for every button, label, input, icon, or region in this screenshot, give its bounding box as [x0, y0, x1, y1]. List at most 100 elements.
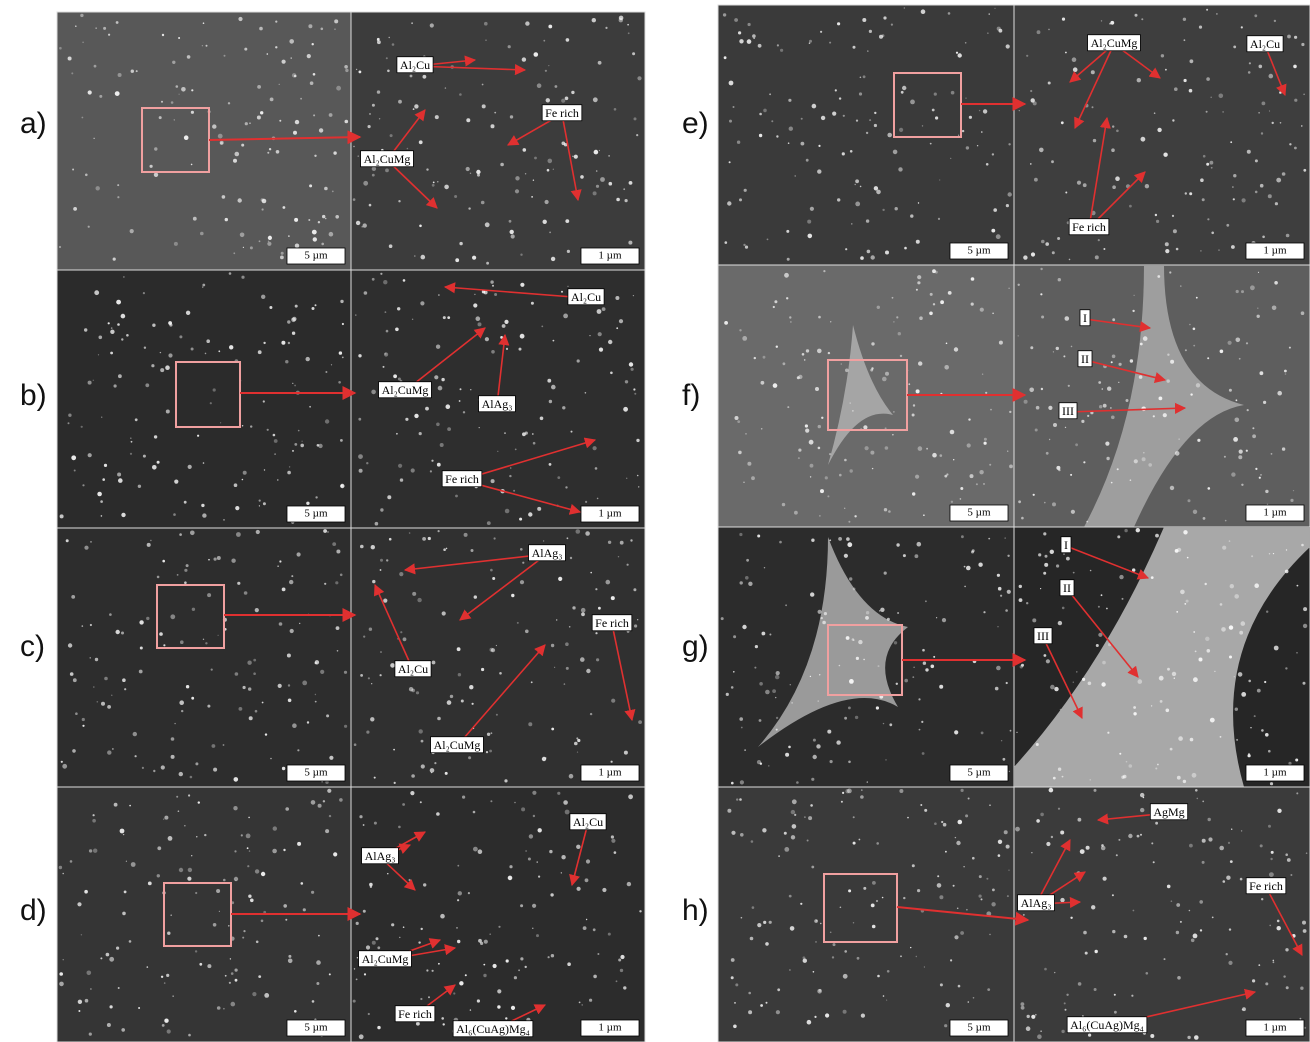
particle — [848, 889, 851, 892]
micrograph — [57, 528, 351, 787]
particle — [1135, 14, 1138, 17]
particle — [454, 195, 457, 198]
particle — [99, 336, 103, 340]
particle — [71, 72, 73, 74]
particle — [1233, 198, 1235, 200]
particle — [482, 104, 486, 108]
particle — [1043, 532, 1046, 535]
annotation-label: II — [1081, 352, 1089, 366]
particle — [610, 372, 613, 375]
particle — [998, 854, 1001, 857]
particle — [485, 40, 486, 41]
particle — [247, 847, 249, 849]
particle — [1189, 192, 1192, 195]
particle — [1160, 700, 1163, 703]
particle — [1257, 308, 1258, 309]
particle — [186, 311, 190, 315]
particle — [164, 1019, 168, 1023]
particle — [550, 893, 553, 896]
particle — [168, 836, 173, 841]
particle — [1236, 739, 1238, 741]
particle — [1288, 762, 1291, 765]
particle — [1208, 837, 1212, 841]
particle — [93, 814, 95, 816]
particle — [265, 733, 267, 735]
particle — [785, 753, 789, 757]
particle — [303, 908, 306, 911]
particle — [422, 537, 426, 541]
particle — [263, 502, 266, 505]
particle — [745, 433, 746, 434]
particle — [489, 750, 492, 753]
particle — [867, 250, 871, 254]
particle — [948, 291, 952, 295]
particle — [461, 700, 464, 703]
particle — [1165, 69, 1167, 71]
particle — [249, 850, 250, 851]
particle — [377, 1026, 380, 1029]
particle — [551, 728, 554, 731]
particle — [184, 135, 189, 140]
particle — [497, 451, 498, 452]
particle — [298, 430, 300, 432]
particle — [751, 476, 755, 480]
particle — [188, 465, 192, 469]
particle — [279, 560, 281, 562]
particle — [551, 385, 556, 390]
particle — [874, 186, 878, 190]
particle — [1166, 709, 1170, 713]
particle — [293, 131, 297, 135]
particle — [81, 934, 82, 935]
particle — [409, 532, 411, 534]
particle — [904, 247, 907, 250]
particle — [1009, 465, 1013, 469]
particle — [581, 612, 585, 616]
particle — [739, 39, 743, 43]
particle — [1088, 1034, 1091, 1037]
particle — [546, 98, 550, 102]
scale-label: 5 µm — [304, 250, 328, 262]
particle — [234, 483, 238, 487]
particle — [478, 849, 483, 854]
particle — [492, 285, 494, 287]
particle — [628, 794, 633, 799]
particle — [1157, 764, 1159, 766]
particle — [1269, 553, 1270, 554]
particle — [810, 464, 814, 468]
annotation-label: AlAg₃ — [365, 849, 396, 863]
particle — [466, 118, 470, 122]
particle — [1258, 112, 1260, 114]
panel-label: f) — [682, 379, 700, 412]
particle — [1211, 232, 1214, 235]
particle — [1289, 143, 1291, 145]
particle — [566, 667, 569, 670]
particle — [112, 748, 113, 749]
particle — [420, 998, 422, 1000]
particle — [999, 341, 1003, 345]
particle — [332, 191, 334, 193]
scale-label: 1 µm — [1263, 767, 1287, 779]
particle — [332, 542, 336, 546]
particle — [740, 581, 743, 584]
particle — [213, 388, 216, 391]
particle — [1128, 834, 1132, 838]
particle — [561, 291, 563, 293]
particle — [1207, 218, 1209, 220]
particle — [1241, 484, 1243, 486]
particle — [360, 674, 363, 677]
particle — [921, 9, 926, 14]
particle — [223, 879, 226, 882]
particle — [129, 805, 131, 807]
particle — [59, 866, 62, 869]
particle — [992, 153, 994, 155]
particle — [383, 599, 387, 603]
particle — [437, 463, 441, 467]
particle — [1225, 520, 1227, 522]
particle — [483, 964, 485, 966]
particle — [81, 426, 83, 428]
particle — [567, 250, 570, 253]
particle — [294, 385, 296, 387]
particle — [960, 931, 964, 935]
particle — [176, 85, 179, 88]
particle — [161, 101, 163, 103]
